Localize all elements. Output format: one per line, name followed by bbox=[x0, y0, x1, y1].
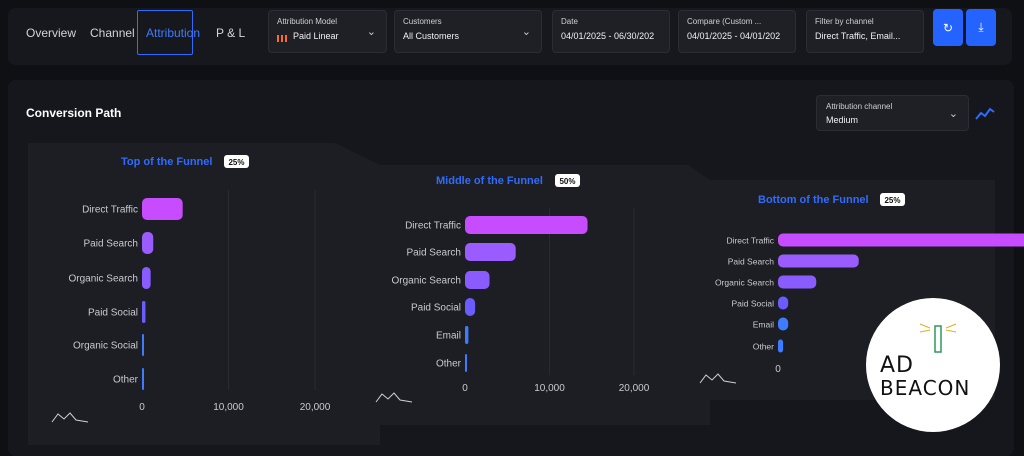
refresh-icon: ↻ bbox=[942, 20, 954, 35]
attribution-channel-label: Attribution channel bbox=[826, 102, 893, 111]
x-tick-label: 20,000 bbox=[300, 402, 331, 413]
category-label: Other bbox=[753, 342, 774, 352]
bar bbox=[142, 232, 154, 254]
chevron-down-icon: ⌄ bbox=[521, 26, 531, 38]
bar bbox=[142, 301, 146, 323]
x-tick-label: 10,000 bbox=[534, 383, 565, 394]
logo-text-line1: AD bbox=[880, 353, 914, 378]
bar bbox=[465, 243, 516, 261]
category-label: Paid Search bbox=[84, 239, 138, 250]
bar bbox=[778, 317, 789, 331]
bar bbox=[778, 339, 784, 353]
category-label: Paid Social bbox=[88, 308, 138, 319]
chevron-down-icon: ⌄ bbox=[366, 26, 376, 38]
date-label: Date bbox=[561, 17, 578, 26]
bar bbox=[142, 198, 183, 220]
percent-badge bbox=[880, 193, 905, 206]
download-button[interactable]: ⤓ bbox=[966, 9, 996, 46]
channel-filter[interactable]: Filter by channel Direct Traffic, Email.… bbox=[806, 10, 924, 53]
trend-chart-icon[interactable] bbox=[975, 104, 995, 122]
category-label: Organic Social bbox=[73, 341, 138, 352]
attribution-model-value: Paid Linear bbox=[293, 31, 339, 41]
category-label: Paid Search bbox=[407, 248, 461, 259]
adbeacon-logo bbox=[866, 298, 1000, 432]
attribution-channel-select[interactable]: Attribution channel Medium ⌄ bbox=[816, 95, 969, 131]
date-picker[interactable]: Date 04/01/2025 - 06/30/202 bbox=[552, 10, 670, 53]
percent-badge bbox=[224, 155, 249, 168]
bar bbox=[465, 326, 469, 344]
tab-channel[interactable]: Channel bbox=[90, 26, 135, 40]
category-label: Organic Search bbox=[69, 274, 138, 285]
download-icon: ⤓ bbox=[978, 20, 984, 34]
logo-text-line2: BEACON bbox=[880, 376, 971, 400]
percent-badge-label: 25% bbox=[228, 158, 244, 167]
chart-title: Middle of the Funnel bbox=[436, 175, 543, 187]
customers-select[interactable]: Customers All Customers ⌄ bbox=[394, 10, 542, 53]
chart-title: Bottom of the Funnel bbox=[758, 194, 869, 206]
bar bbox=[142, 334, 144, 356]
category-label: Email bbox=[436, 331, 461, 342]
attribution-model-label: Attribution Model bbox=[277, 17, 338, 26]
attribution-model-select[interactable]: Attribution Model Paid Linear ⌄ bbox=[268, 10, 387, 53]
watermark-icon bbox=[51, 412, 89, 423]
x-tick-label: 0 bbox=[139, 402, 145, 413]
watermark-icon bbox=[699, 373, 737, 384]
channel-filter-value: Direct Traffic, Email... bbox=[815, 31, 901, 41]
compare-date-picker[interactable]: Compare (Custom ... 04/01/2025 - 04/01/2… bbox=[678, 10, 796, 53]
bar bbox=[142, 368, 144, 390]
category-label: Other bbox=[113, 375, 139, 386]
x-tick-label: 10,000 bbox=[213, 402, 244, 413]
bar bbox=[778, 275, 817, 289]
bars-icon bbox=[277, 35, 287, 42]
bar bbox=[778, 254, 859, 268]
category-label: Direct Traffic bbox=[405, 221, 461, 232]
customers-value: All Customers bbox=[403, 31, 460, 41]
bar bbox=[778, 233, 1024, 247]
bar bbox=[465, 354, 467, 372]
date-value: 04/01/2025 - 06/30/202 bbox=[561, 31, 655, 41]
chart-card-1 bbox=[335, 165, 710, 440]
tab-p-and-l[interactable]: P & L bbox=[216, 26, 246, 40]
chart-title: Top of the Funnel bbox=[121, 156, 212, 168]
tab-overview[interactable]: Overview bbox=[26, 26, 77, 40]
x-tick-label: 0 bbox=[775, 364, 781, 375]
customers-label: Customers bbox=[403, 17, 442, 26]
chevron-down-icon: ⌄ bbox=[948, 108, 958, 120]
category-label: Email bbox=[753, 320, 774, 330]
percent-badge bbox=[555, 174, 580, 187]
bar bbox=[465, 271, 490, 289]
category-label: Other bbox=[436, 359, 462, 370]
percent-badge-label: 50% bbox=[559, 177, 575, 186]
refresh-button[interactable]: ↻ bbox=[933, 9, 963, 46]
bar bbox=[778, 296, 789, 310]
compare-label: Compare (Custom ... bbox=[687, 17, 762, 26]
category-label: Paid Social bbox=[731, 299, 774, 309]
x-tick-label: 0 bbox=[462, 383, 468, 394]
chart-card-0 bbox=[28, 143, 380, 445]
category-label: Direct Traffic bbox=[82, 205, 138, 216]
tab-active-outline bbox=[137, 10, 193, 55]
bar bbox=[465, 298, 476, 316]
section-title: Conversion Path bbox=[26, 106, 122, 120]
percent-badge-label: 25% bbox=[884, 196, 900, 205]
channel-filter-label: Filter by channel bbox=[815, 17, 874, 26]
category-label: Organic Search bbox=[392, 276, 461, 287]
watermark-icon bbox=[375, 392, 413, 403]
category-label: Direct Traffic bbox=[726, 236, 774, 246]
x-tick-label: 20,000 bbox=[619, 383, 650, 394]
category-label: Organic Search bbox=[715, 278, 774, 288]
tab-attribution[interactable]: Attribution bbox=[146, 26, 201, 40]
bar bbox=[465, 216, 588, 234]
lighthouse-icon bbox=[919, 323, 957, 353]
attribution-channel-value: Medium bbox=[826, 115, 859, 125]
category-label: Paid Search bbox=[728, 257, 775, 267]
category-label: Paid Social bbox=[411, 303, 461, 314]
bar bbox=[142, 267, 151, 289]
compare-value: 04/01/2025 - 04/01/202 bbox=[687, 31, 781, 41]
